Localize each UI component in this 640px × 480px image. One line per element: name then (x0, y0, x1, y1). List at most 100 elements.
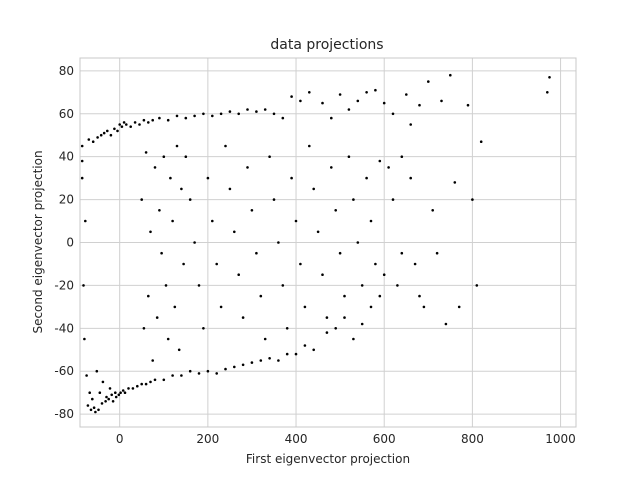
data-point (299, 262, 302, 266)
data-point (405, 93, 408, 96)
x-tick-label: 1000 (545, 432, 576, 446)
data-point (422, 305, 426, 309)
data-point (91, 397, 94, 401)
data-point (290, 95, 293, 98)
data-point (250, 361, 254, 364)
data-point (180, 187, 183, 191)
data-point (202, 327, 205, 330)
data-point (173, 305, 177, 309)
data-point (475, 284, 479, 287)
y-tick-label: 0 (66, 236, 74, 250)
data-point (418, 103, 421, 107)
data-point (116, 129, 119, 133)
data-point (316, 230, 320, 234)
y-tick-label: 80 (59, 64, 74, 78)
data-point (109, 133, 113, 137)
data-point (546, 91, 549, 94)
data-point (325, 316, 329, 319)
data-point (444, 322, 448, 326)
data-point (440, 99, 443, 103)
data-point (479, 140, 483, 143)
data-point (233, 230, 236, 234)
data-point (277, 241, 280, 244)
data-point (435, 251, 439, 255)
data-point (356, 99, 360, 103)
data-point (382, 273, 386, 277)
data-point (308, 91, 311, 94)
data-point (303, 344, 307, 347)
data-point (97, 408, 100, 412)
data-point (246, 108, 249, 111)
data-point (285, 327, 289, 330)
data-point (237, 273, 240, 277)
data-point (215, 372, 218, 375)
data-point (360, 322, 364, 326)
data-point (387, 166, 390, 169)
data-point (87, 138, 91, 141)
data-point (241, 363, 245, 367)
gridlines (80, 58, 576, 427)
data-point (184, 116, 188, 120)
data-point (80, 176, 84, 180)
data-point (164, 284, 168, 287)
data-point (166, 118, 170, 122)
data-point (114, 395, 118, 399)
data-point (356, 241, 360, 244)
data-point (138, 123, 141, 126)
data-point (144, 382, 148, 386)
data-point (106, 129, 109, 133)
data-point (268, 357, 271, 360)
data-point (105, 395, 108, 399)
data-point (89, 408, 93, 412)
data-point (92, 406, 96, 410)
data-point (107, 397, 110, 401)
data-point (142, 327, 146, 330)
data-point (413, 262, 417, 266)
data-point (147, 121, 150, 124)
data-point (281, 116, 285, 120)
data-point (325, 331, 329, 334)
data-point (193, 241, 196, 244)
data-point (83, 337, 86, 341)
data-point (233, 365, 236, 369)
x-tick-label: 800 (461, 432, 484, 446)
data-point (160, 251, 163, 255)
data-point (140, 198, 143, 201)
data-point (263, 337, 267, 341)
data-point (224, 367, 227, 371)
data-point (211, 114, 214, 118)
data-point (88, 391, 91, 395)
data-point (466, 103, 470, 107)
y-tick-label: -40 (54, 321, 74, 335)
data-point (418, 294, 421, 298)
data-point (84, 219, 87, 223)
data-point (101, 380, 105, 384)
data-point (471, 198, 474, 201)
data-point (237, 112, 240, 116)
data-point (162, 378, 166, 382)
data-point (158, 209, 161, 212)
data-point (224, 144, 227, 148)
data-point (108, 387, 112, 390)
data-point (155, 316, 159, 319)
data-point (140, 382, 143, 386)
data-point (117, 393, 121, 397)
x-tick-label: 400 (285, 432, 308, 446)
data-point (228, 110, 232, 113)
data-point (409, 176, 413, 180)
data-point (180, 374, 183, 377)
data-point (215, 262, 218, 266)
data-point (241, 316, 245, 319)
data-point (321, 101, 324, 105)
data-point (400, 251, 404, 255)
data-point (369, 305, 373, 309)
data-point (149, 230, 152, 234)
data-point (338, 93, 342, 96)
chart-title: data projections (270, 37, 383, 53)
data-point (409, 123, 413, 126)
data-point (153, 166, 157, 169)
data-point (95, 369, 99, 373)
data-point (382, 101, 386, 105)
data-point (277, 359, 280, 362)
